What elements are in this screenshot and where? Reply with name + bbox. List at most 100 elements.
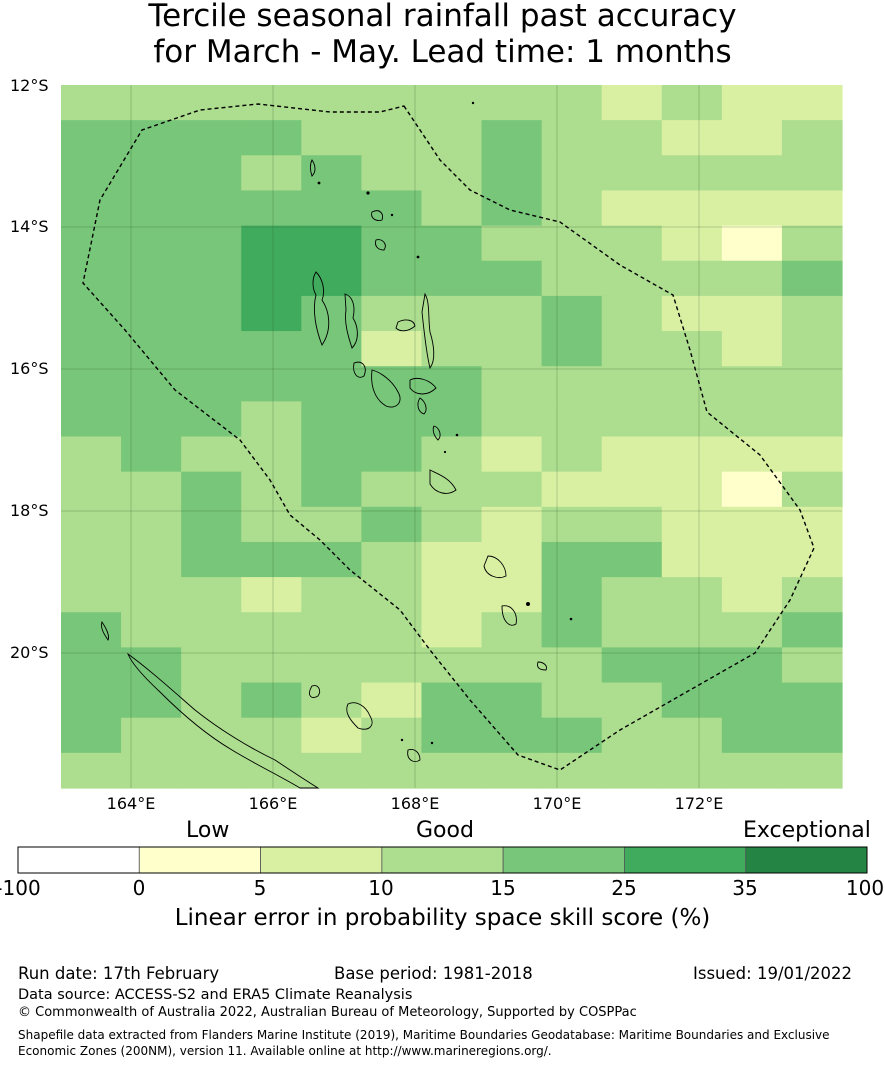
skill-cell: [481, 366, 543, 402]
skill-cell: [421, 541, 483, 578]
skill-cell: [241, 155, 302, 192]
skill-cell: [541, 682, 603, 719]
skill-cell: [781, 295, 843, 332]
skill-cell: [61, 717, 122, 754]
skill-cell: [61, 331, 122, 367]
skill-cell: [181, 717, 242, 754]
colorbar-tick: 100: [845, 876, 885, 900]
skill-cell: [661, 577, 723, 613]
skill-cell: [541, 401, 603, 438]
shapefile-credit-line-2: Economic Zones (200NM), version 11. Avai…: [18, 1044, 552, 1058]
skill-cell: [601, 752, 663, 789]
skill-cell: [781, 471, 843, 508]
skill-cell: [661, 541, 723, 578]
skill-cell: [661, 85, 723, 121]
skill-cell: [301, 717, 362, 754]
skill-cell: [721, 752, 783, 789]
skill-cell: [781, 120, 843, 156]
skill-cell: [481, 401, 543, 438]
skill-cell: [61, 471, 122, 508]
skill-cell: [241, 682, 302, 719]
skill-cell: [721, 682, 783, 719]
skill-cell: [361, 295, 423, 332]
lon-label-172e: 172°E: [674, 794, 724, 813]
skill-cell: [181, 471, 242, 508]
skill-cell: [301, 366, 362, 402]
map-title-line-2: for March - May. Lead time: 1 months: [153, 34, 732, 70]
skill-cell: [301, 401, 362, 438]
skill-cell: [301, 541, 362, 578]
colorbar-axis-label: Linear error in probability space skill …: [174, 905, 711, 931]
skill-cell: [241, 717, 302, 754]
skill-cell: [481, 506, 543, 543]
skill-cell: [241, 225, 302, 262]
skill-cell: [301, 612, 362, 648]
lat-label-12s: 12°S: [10, 76, 49, 95]
skill-cell: [721, 612, 783, 648]
skill-cell: [301, 295, 362, 332]
skill-cell: [781, 366, 843, 402]
skill-cell: [361, 577, 423, 613]
skill-cell: [121, 155, 182, 192]
skill-cell: [181, 506, 242, 543]
skill-cell: [421, 331, 483, 367]
skill-cell: [481, 471, 543, 508]
skill-cell: [481, 577, 543, 613]
skill-cell: [61, 120, 122, 156]
issued-date: Issued: 19/01/2022: [693, 964, 853, 983]
skill-cell: [661, 331, 723, 367]
skill-cell: [721, 541, 783, 578]
skill-cell: [781, 155, 843, 192]
skill-cell: [541, 155, 603, 192]
skill-cell: [781, 85, 843, 121]
skill-cell: [601, 366, 663, 402]
skill-cell: [361, 506, 423, 543]
skill-cell: [121, 541, 182, 578]
skill-cell: [421, 717, 483, 754]
skill-cell: [541, 190, 603, 227]
skill-cell: [541, 541, 603, 578]
skill-cell: [421, 295, 483, 332]
skill-cell: [781, 577, 843, 613]
skill-cell: [241, 541, 302, 578]
skill-cell: [421, 436, 483, 473]
lon-label-164e: 164°E: [106, 794, 156, 813]
lat-label-20s: 20°S: [10, 643, 49, 662]
skill-cell: [601, 612, 663, 648]
skill-cell: [481, 331, 543, 367]
skill-cell: [361, 612, 423, 648]
skill-cell: [481, 612, 543, 648]
skill-cell: [361, 752, 423, 789]
colorbar-segment: [17, 846, 140, 874]
skill-cell: [181, 260, 242, 297]
skill-cell: [601, 682, 663, 719]
colorbar-outline: [17, 846, 868, 874]
skill-cell: [61, 155, 122, 192]
skill-cell: [601, 260, 663, 297]
skill-cell: [421, 155, 483, 192]
colorbar-tick: 35: [732, 876, 758, 900]
skill-cell: [721, 295, 783, 332]
colorbar-label-good: Good: [416, 818, 474, 843]
colorbar-label-low: Low: [186, 818, 230, 843]
skill-cell: [181, 331, 242, 367]
skill-cell: [361, 155, 423, 192]
skill-cell: [181, 190, 242, 227]
skill-cell: [301, 331, 362, 367]
map-title-line-1: Tercile seasonal rainfall past accuracy: [148, 0, 737, 34]
skill-cell: [361, 682, 423, 719]
skill-cell: [121, 190, 182, 227]
skill-cell: [721, 366, 783, 402]
skill-cell: [361, 647, 423, 684]
skill-cell: [541, 331, 603, 367]
eez-boundary: [82, 103, 815, 771]
skill-cell: [301, 682, 362, 719]
lat-label-18s: 18°S: [10, 501, 49, 520]
skill-cell: [61, 682, 122, 719]
skill-cell: [601, 506, 663, 543]
skill-cell: [421, 471, 483, 508]
skill-cell: [661, 225, 723, 262]
skill-cell: [241, 295, 302, 332]
skill-cell: [541, 577, 603, 613]
skill-cell: [661, 190, 723, 227]
